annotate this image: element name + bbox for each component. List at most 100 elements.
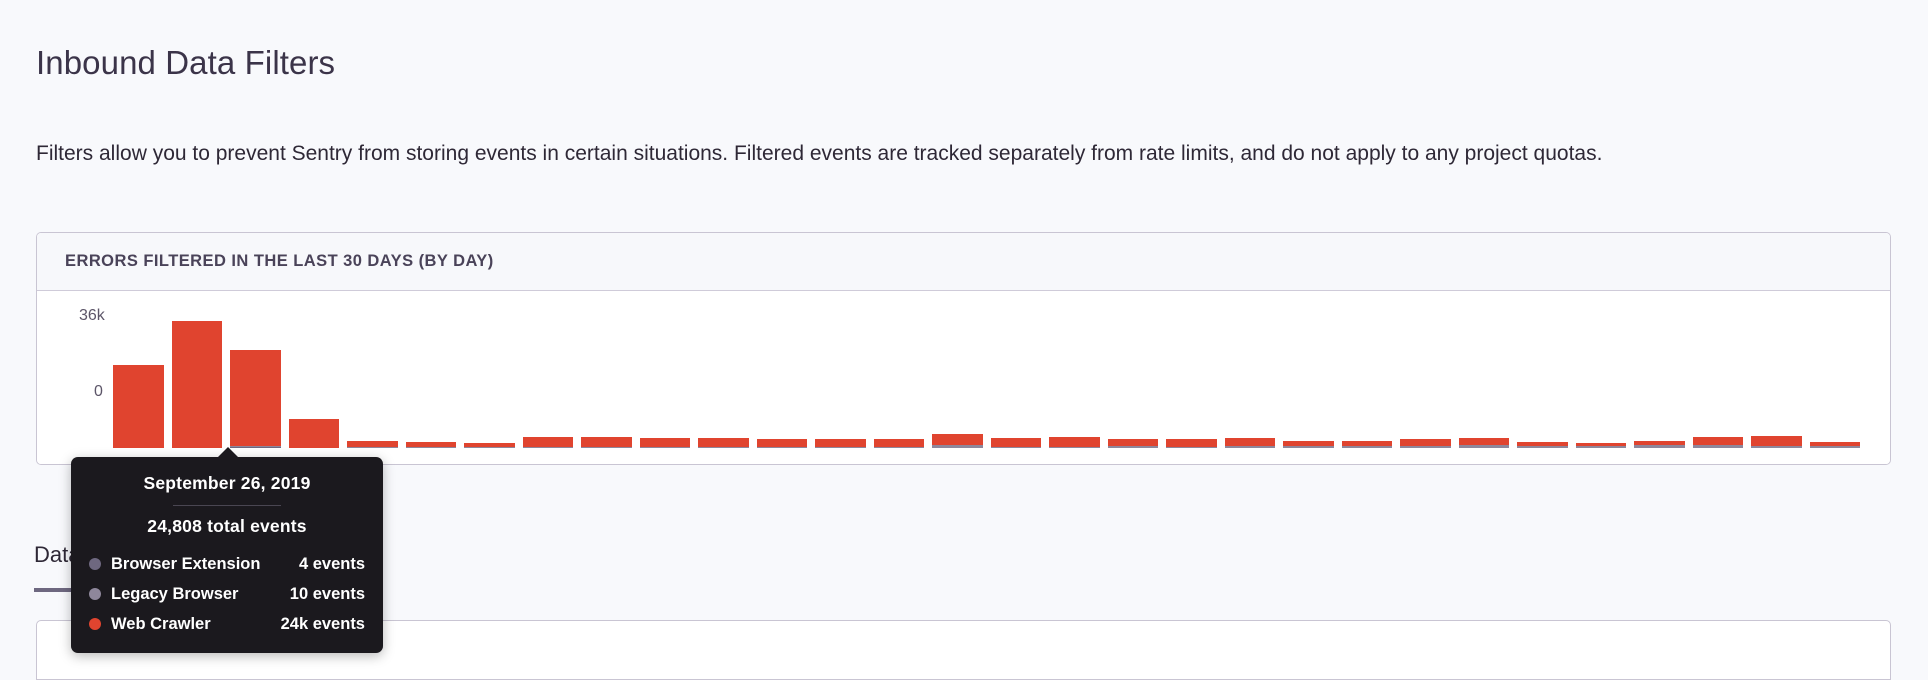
chart-bar[interactable] xyxy=(1221,309,1280,448)
bar-segment xyxy=(756,446,807,448)
chart-bar[interactable] xyxy=(402,309,461,448)
chart-bar[interactable] xyxy=(811,309,870,448)
bar-segment xyxy=(1107,438,1158,447)
bar-segment xyxy=(815,446,866,448)
bar-segment xyxy=(1458,437,1509,446)
chart-bar[interactable] xyxy=(519,309,578,448)
legend-series-name: Legacy Browser xyxy=(111,584,239,603)
chart-bar[interactable] xyxy=(1045,309,1104,448)
bar-segment xyxy=(698,446,749,448)
bar-segment xyxy=(1224,438,1275,447)
y-axis-max-label: 36k xyxy=(79,307,105,324)
bar-segment xyxy=(639,438,690,447)
bar-segment xyxy=(1049,436,1100,447)
tooltip-arrow-icon xyxy=(217,447,239,458)
bar-segment xyxy=(1751,445,1802,448)
bar-segment xyxy=(1224,446,1275,448)
tooltip-legend-row: Web Crawler 24k events xyxy=(71,609,383,639)
bar-segment xyxy=(932,445,983,448)
chart-bar[interactable] xyxy=(1338,309,1397,448)
bar-segment xyxy=(1049,446,1100,448)
bar-segment xyxy=(581,437,632,447)
bar-segment xyxy=(1283,441,1334,447)
chart-panel-header: ERRORS FILTERED IN THE LAST 30 DAYS (BY … xyxy=(37,233,1890,291)
chart-panel-body: 36k 0 xyxy=(37,291,1890,464)
chart-bar[interactable] xyxy=(928,309,987,448)
bar-segment xyxy=(347,446,398,448)
chart-bar[interactable] xyxy=(694,309,753,448)
legend-dot-icon xyxy=(89,618,101,630)
chart-bar[interactable] xyxy=(636,309,695,448)
legend-series-name: Web Crawler xyxy=(111,614,211,633)
bar-segment xyxy=(1692,445,1743,448)
tooltip-date: September 26, 2019 xyxy=(143,473,311,493)
bar-segment xyxy=(230,446,281,448)
bar-segment xyxy=(347,440,398,447)
bar-segment xyxy=(1400,438,1451,446)
bar-segment xyxy=(1283,446,1334,448)
bar-segment xyxy=(698,437,749,447)
chart-bar[interactable] xyxy=(1455,309,1514,448)
page-description: Filters allow you to prevent Sentry from… xyxy=(36,142,1603,165)
tooltip-legend-row: Legacy Browser 10 events xyxy=(71,579,383,609)
bar-segment xyxy=(756,438,807,447)
chart-bar[interactable] xyxy=(753,309,812,448)
chart-bar[interactable] xyxy=(1104,309,1163,448)
bar-segment xyxy=(873,446,924,448)
legend-series-value: 24k events xyxy=(280,614,365,633)
tooltip-legend-rows: Browser Extension 4 events Legacy Browser 1… xyxy=(71,549,383,639)
tooltip-total-events: 24,808 total events xyxy=(147,516,307,536)
chart-bar[interactable] xyxy=(226,309,285,448)
chart-bar[interactable] xyxy=(987,309,1046,448)
bar-segment xyxy=(464,443,515,447)
bar-segment xyxy=(581,446,632,448)
bar-segment xyxy=(1809,446,1860,448)
bar-segment xyxy=(1575,446,1626,448)
bar-segment xyxy=(1751,436,1802,446)
chart-bar[interactable] xyxy=(1513,309,1572,448)
bar-segment xyxy=(639,446,690,448)
chart-bar[interactable] xyxy=(1630,309,1689,448)
bar-segment xyxy=(1341,445,1392,448)
bar-segment xyxy=(1634,444,1685,448)
bar-segment xyxy=(464,446,515,448)
legend-series-value: 4 events xyxy=(298,554,365,573)
bar-segment xyxy=(1341,441,1392,446)
bar-segment xyxy=(1809,441,1860,447)
errors-filtered-bar-chart[interactable]: 36k 0 xyxy=(37,291,1890,464)
chart-bar[interactable] xyxy=(168,309,227,448)
bar-segment xyxy=(405,441,456,447)
bar-segment xyxy=(113,365,164,448)
chart-bar[interactable] xyxy=(1689,309,1748,448)
bar-segment xyxy=(405,446,456,448)
chart-bar[interactable] xyxy=(1279,309,1338,448)
legend-dot-icon xyxy=(89,588,101,600)
bar-segment xyxy=(1166,439,1217,447)
chart-tooltip: September 26, 2019 24,808 total events B… xyxy=(71,447,383,653)
bar-segment xyxy=(1107,446,1158,448)
chart-bar[interactable] xyxy=(577,309,636,448)
chart-bar[interactable] xyxy=(1806,309,1865,448)
chart-bar[interactable] xyxy=(285,309,344,448)
bar-segment xyxy=(230,445,281,447)
tooltip-divider xyxy=(173,505,281,506)
chart-bar[interactable] xyxy=(1572,309,1631,448)
chart-bar[interactable] xyxy=(1747,309,1806,448)
chart-bar[interactable] xyxy=(1162,309,1221,448)
chart-bar[interactable] xyxy=(343,309,402,448)
legend-series-value: 10 events xyxy=(289,584,365,603)
chart-bar[interactable] xyxy=(460,309,519,448)
bar-segment xyxy=(171,320,222,448)
chart-bar[interactable] xyxy=(109,309,168,448)
page-title: Inbound Data Filters xyxy=(36,44,336,82)
bar-segment xyxy=(990,437,1041,447)
bar-segment xyxy=(815,439,866,447)
bar-segment xyxy=(522,437,573,447)
bar-segment xyxy=(1400,445,1451,448)
chart-bar[interactable] xyxy=(1396,309,1455,448)
chart-plot-area[interactable] xyxy=(109,309,1864,448)
bar-segment xyxy=(1575,442,1626,447)
chart-bar[interactable] xyxy=(870,309,929,448)
page-root: Inbound Data Filters Filters allow you t… xyxy=(34,44,1891,680)
bar-segment xyxy=(873,439,924,447)
